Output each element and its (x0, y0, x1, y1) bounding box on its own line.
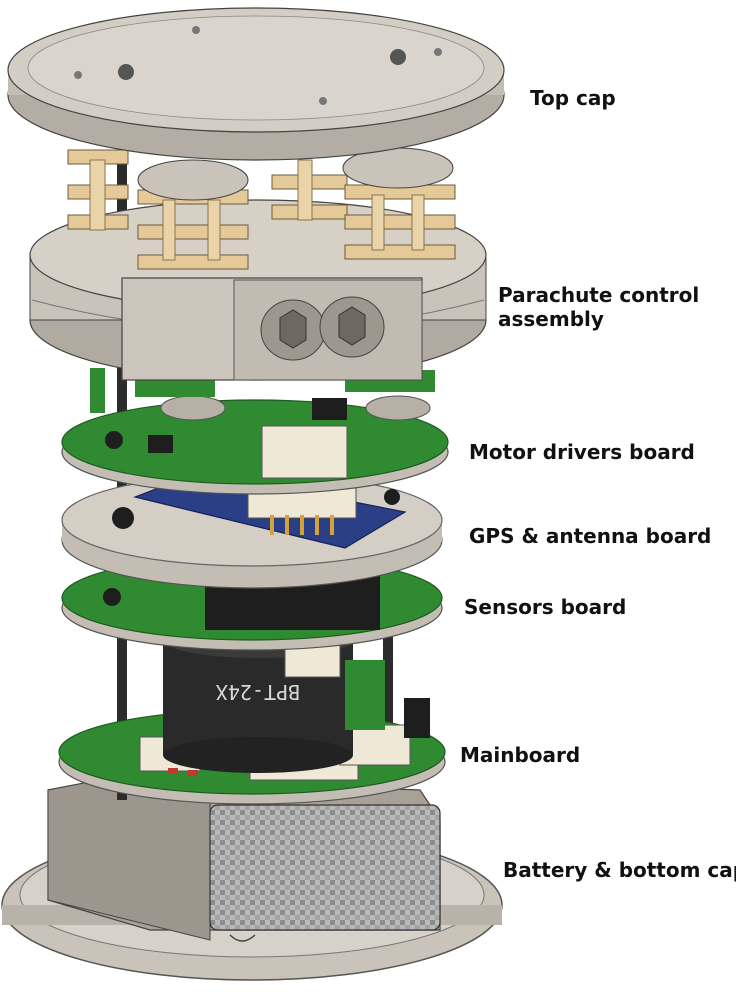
battery-marking: BPT-24X (216, 680, 300, 704)
battery (209, 804, 441, 942)
label-sensors-board: Sensors board (464, 595, 627, 619)
top-cap (7, 7, 505, 161)
label-mainboard: Mainboard (460, 743, 581, 767)
standoff-stacks (67, 147, 456, 270)
label-top-cap: Top cap (530, 86, 616, 110)
motor-drivers-board (61, 395, 449, 495)
header-pins (270, 515, 334, 535)
label-motor-drivers-board: Motor drivers board (469, 440, 695, 464)
label-battery-bottom-cap: Battery & bottom cap (503, 858, 736, 882)
label-gps-antenna-board: GPS & antenna board (469, 524, 712, 548)
label-parachute-control-assembly: Parachute control assembly (498, 283, 700, 331)
